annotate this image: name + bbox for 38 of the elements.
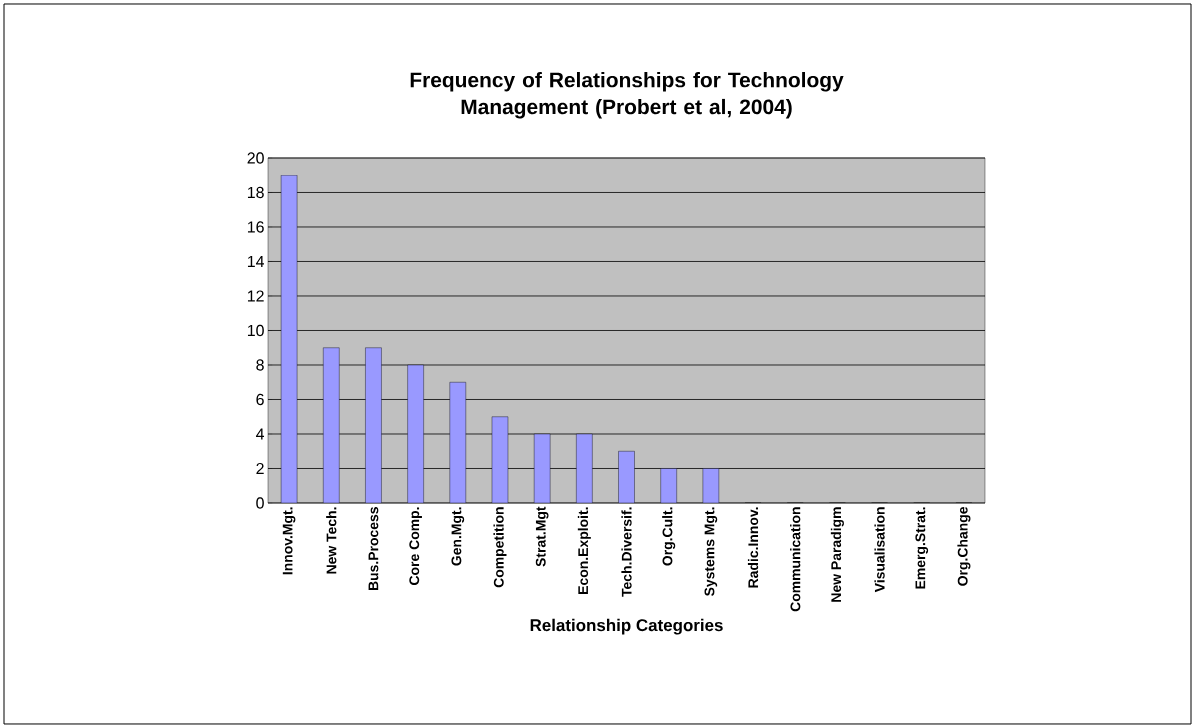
x-tick-label: Org.Cult. (662, 507, 676, 566)
y-tick-label: 6 (256, 393, 264, 406)
bar (449, 382, 467, 503)
x-tick-label: Core Comp. (409, 507, 422, 585)
chart-title: Frequency of Relationships for Technology Management (Probert et al, 2004) (410, 72, 844, 119)
y-tick-label: 12 (247, 290, 264, 302)
x-tick-label: Strat.Mgt (535, 506, 549, 567)
x-tick-label: New Paradigm (830, 507, 844, 602)
y-tick-label: 20 (247, 152, 264, 164)
bar (660, 468, 677, 503)
x-tick-label: Competition (493, 507, 507, 588)
x-tick-label: New Tech. (326, 507, 337, 574)
x-tick-label: Emerg.Strat. (915, 507, 929, 589)
y-tick-label: 4 (255, 428, 265, 440)
x-tick-label: Innov.Mgt. (282, 507, 296, 575)
y-tick-label: 16 (247, 221, 264, 233)
bar (576, 433, 593, 503)
y-tick-label: 8 (256, 359, 264, 371)
bar (618, 451, 635, 503)
x-tick-label: Visualisation (874, 507, 885, 593)
x-tick-label: Radic.Innov. (747, 507, 759, 588)
y-tick-label: 14 (247, 256, 265, 267)
x-tick-label: Tech.Diversif. (621, 507, 632, 597)
bar (323, 347, 340, 503)
y-tick-label: 0 (256, 497, 264, 509)
x-tick-label: Org.Change (957, 506, 971, 586)
x-tick-label: Econ.Exploit. (577, 507, 591, 594)
bar (407, 364, 424, 503)
x-tick-label: Systems Mgt. (704, 507, 718, 597)
x-axis-title: Relationship Categories (530, 618, 723, 635)
x-tick-label: Bus.Process (368, 507, 379, 591)
y-tick-label: 2 (256, 462, 264, 475)
x-tick-label: Gen.Mgt. (451, 507, 465, 566)
x-tick-label: Communication (790, 507, 801, 612)
bar (533, 433, 551, 503)
y-tick-label: 18 (247, 186, 264, 199)
y-tick-label: 10 (247, 324, 264, 337)
bar (365, 347, 382, 503)
